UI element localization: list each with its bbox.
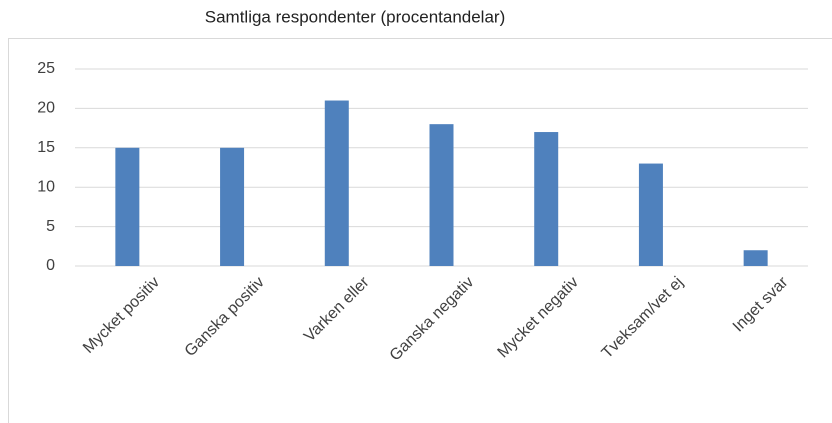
chart-frame [8,38,832,423]
bar [115,147,140,266]
y-tick-label: 10 [37,178,55,195]
y-tick-label: 5 [46,218,55,235]
bar [220,147,245,266]
y-tick-label: 25 [37,60,55,77]
bar [638,163,663,266]
chart-title: Samtliga respondenter (procentandelar) [205,7,506,26]
x-tick-label: Mycket positiv [80,274,163,357]
bar [429,124,454,266]
y-tick-label: 0 [46,257,55,274]
x-tick-label: Ganska negativ [387,274,478,365]
bar [534,132,559,266]
x-tick-label: Inget svar [730,273,792,335]
x-tick-label: Tveksam/vet ej [599,274,687,362]
x-tick-label: Mycket negativ [495,274,582,361]
bar [324,100,349,267]
x-tick-label: Varken eller [301,273,373,345]
x-tick-label: Ganska positiv [182,274,268,360]
y-tick-label: 20 [37,100,55,117]
bar [743,250,768,266]
y-tick-label: 15 [37,139,55,156]
